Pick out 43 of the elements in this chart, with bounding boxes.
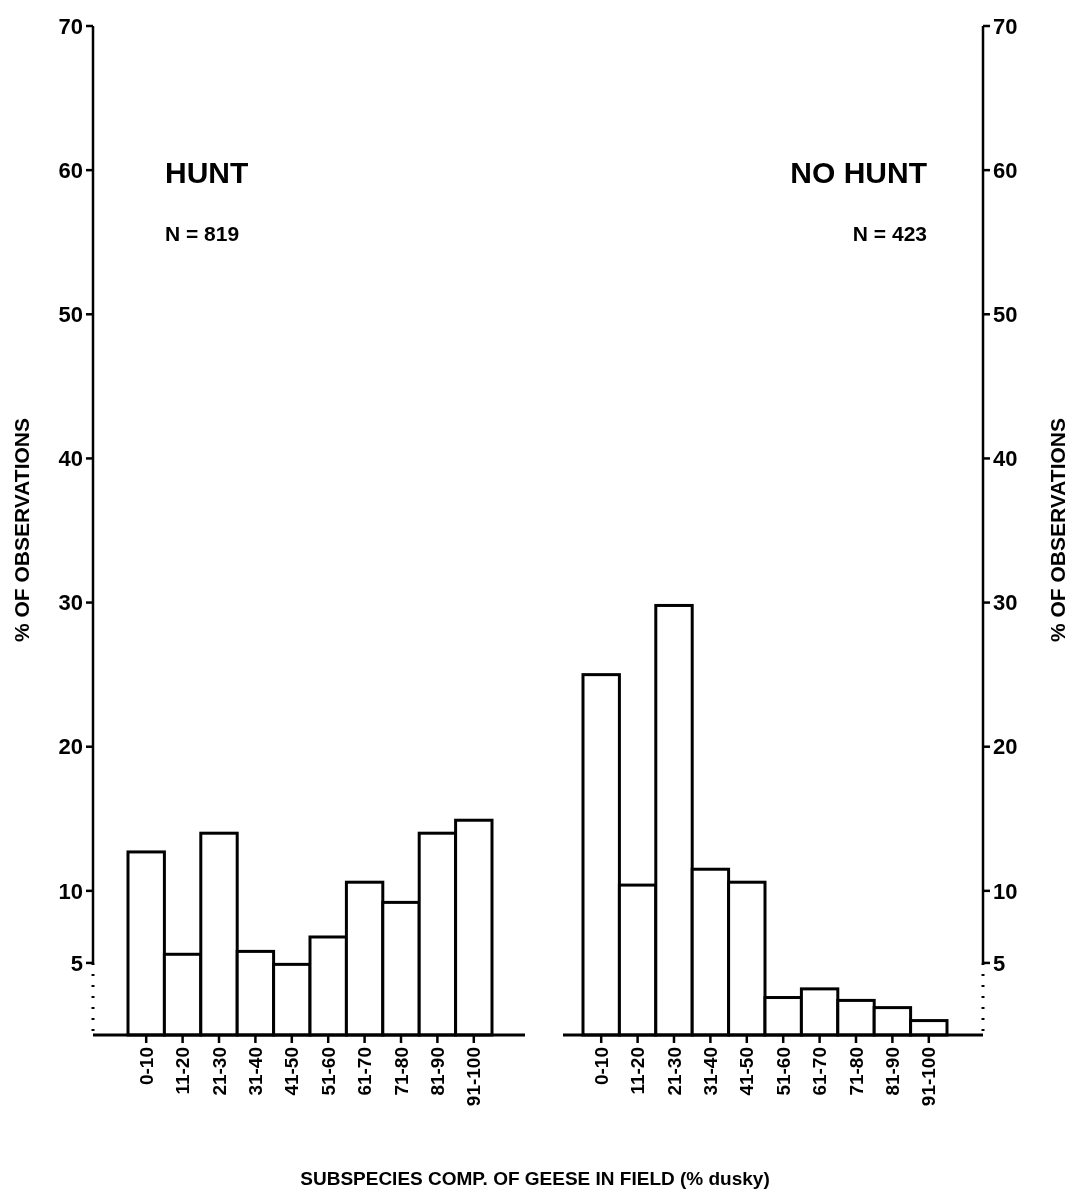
x-tick-label: 81-90 xyxy=(882,1047,904,1096)
y-tick-label: 70 xyxy=(58,13,83,39)
text: N = 423 xyxy=(852,222,927,245)
x-tick-label: 91-100 xyxy=(918,1047,940,1107)
y-tick-label: 40 xyxy=(993,446,1018,472)
y-tick-label: 70 xyxy=(993,13,1018,39)
y-axis-title: % OF OBSERVATIONS xyxy=(10,417,34,643)
y-tick-label: 5 xyxy=(993,950,1006,976)
y-axis-title: % OF OBSERVATIONS xyxy=(1046,417,1070,643)
x-tick-label: 41-50 xyxy=(281,1047,303,1096)
text: NO HUNT xyxy=(790,156,927,189)
x-tick-label: 0-10 xyxy=(135,1047,157,1086)
x-tick-label: 31-40 xyxy=(700,1047,722,1096)
text: N = 819 xyxy=(165,222,240,245)
x-tick-label: 71-80 xyxy=(390,1047,412,1096)
x-tick-label: 0-10 xyxy=(590,1047,612,1086)
y-tick-label: 60 xyxy=(993,157,1018,183)
y-tick-label: 50 xyxy=(993,301,1018,327)
y-tick-label: 10 xyxy=(58,878,83,904)
y-tick-label: 10 xyxy=(993,878,1018,904)
x-axis-title: SUBSPECIES COMP. OF GEESE IN FIELD (% dusky) xyxy=(300,1168,770,1189)
y-tick-label: 50 xyxy=(58,301,83,327)
x-tick-label: 61-70 xyxy=(354,1047,376,1096)
x-tick-label: 61-70 xyxy=(809,1047,831,1096)
y-tick-label: 30 xyxy=(993,590,1018,616)
y-tick-label: 60 xyxy=(58,157,83,183)
y-tick-label: 20 xyxy=(58,734,83,760)
y-tick-label: 40 xyxy=(58,446,83,472)
x-tick-label: 11-20 xyxy=(172,1047,194,1095)
x-tick-label: 71-80 xyxy=(845,1047,867,1096)
text: HUNT xyxy=(165,156,249,189)
x-tick-label: 11-20 xyxy=(627,1047,649,1095)
x-tick-label: 31-40 xyxy=(245,1047,267,1096)
x-tick-label: 21-30 xyxy=(208,1047,230,1096)
x-tick-label: 41-50 xyxy=(736,1047,758,1096)
x-tick-label: 81-90 xyxy=(427,1047,449,1096)
x-tick-label: 21-30 xyxy=(663,1047,685,1096)
y-tick-label: 20 xyxy=(993,734,1018,760)
y-tick-label: 5 xyxy=(70,950,83,976)
x-tick-label: 91-100 xyxy=(463,1047,485,1107)
x-tick-label: 51-60 xyxy=(317,1047,339,1096)
y-tick-label: 30 xyxy=(58,590,83,616)
x-tick-label: 51-60 xyxy=(772,1047,794,1096)
